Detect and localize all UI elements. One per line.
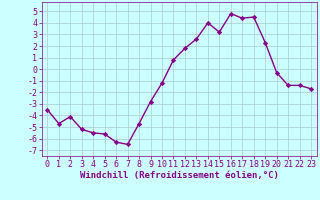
X-axis label: Windchill (Refroidissement éolien,°C): Windchill (Refroidissement éolien,°C) xyxy=(80,171,279,180)
